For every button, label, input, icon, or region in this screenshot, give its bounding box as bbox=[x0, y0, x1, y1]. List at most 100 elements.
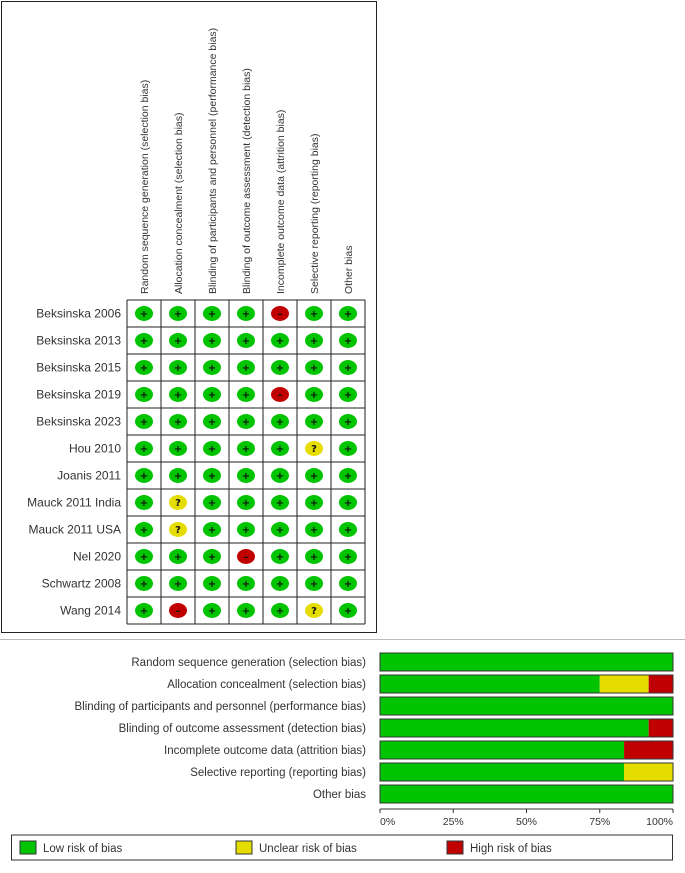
judgement-symbol: + bbox=[140, 606, 148, 617]
judgement-symbol: + bbox=[344, 309, 352, 320]
judgement-marker bbox=[305, 522, 323, 537]
judgement-marker bbox=[339, 603, 357, 618]
judgement-symbol: + bbox=[242, 390, 250, 401]
judgement-symbol: + bbox=[174, 390, 182, 401]
judgement-marker bbox=[135, 414, 153, 429]
judgement-marker bbox=[135, 333, 153, 348]
judgement-symbol: + bbox=[174, 417, 182, 428]
judgement-marker bbox=[237, 603, 255, 618]
judgement-marker bbox=[305, 603, 323, 618]
study-label: Hou 2010 bbox=[69, 442, 121, 456]
judgement-symbol: ? bbox=[311, 444, 317, 455]
judgement-symbol: + bbox=[276, 363, 284, 374]
judgement-symbol: + bbox=[276, 471, 284, 482]
judgement-symbol: + bbox=[140, 363, 148, 374]
judgement-marker bbox=[169, 468, 187, 483]
judgement-symbol: + bbox=[174, 552, 182, 563]
legend-label: High risk of bias bbox=[470, 843, 552, 855]
judgement-marker bbox=[237, 441, 255, 456]
judgement-marker bbox=[169, 441, 187, 456]
bar-segment bbox=[380, 697, 673, 715]
judgement-symbol: + bbox=[344, 498, 352, 509]
judgement-symbol: ? bbox=[175, 525, 181, 536]
judgement-marker bbox=[271, 522, 289, 537]
bar-category-label: Selective reporting (reporting bias) bbox=[190, 767, 366, 779]
judgement-marker bbox=[339, 306, 357, 321]
bar-category-label: Random sequence generation (selection bi… bbox=[131, 657, 366, 669]
bar-segment bbox=[648, 675, 673, 693]
judgement-marker bbox=[203, 333, 221, 348]
study-label: Nel 2020 bbox=[73, 550, 121, 564]
judgement-symbol: + bbox=[276, 552, 284, 563]
judgement-symbol: + bbox=[242, 525, 250, 536]
judgement-marker bbox=[203, 576, 221, 591]
domain-label: Incomplete outcome data (attrition bias) bbox=[275, 110, 287, 294]
judgement-symbol: + bbox=[310, 525, 318, 536]
study-label: Wang 2014 bbox=[60, 604, 121, 618]
judgement-symbol: + bbox=[344, 471, 352, 482]
judgement-marker bbox=[271, 576, 289, 591]
judgement-symbol: + bbox=[276, 525, 284, 536]
judgement-symbol: ? bbox=[175, 498, 181, 509]
judgement-marker bbox=[237, 360, 255, 375]
judgement-marker bbox=[169, 306, 187, 321]
judgement-marker bbox=[169, 522, 187, 537]
bar-outline bbox=[379, 674, 674, 694]
judgement-symbol: + bbox=[208, 309, 216, 320]
study-label: Beksinska 2015 bbox=[36, 361, 121, 375]
legend-box bbox=[11, 834, 673, 861]
domain-label: Other bias bbox=[343, 246, 355, 294]
bar-segment bbox=[624, 763, 673, 781]
judgement-marker bbox=[305, 576, 323, 591]
judgement-symbol: + bbox=[140, 444, 148, 455]
x-tick-label: 50% bbox=[516, 816, 537, 828]
judgement-symbol: + bbox=[208, 390, 216, 401]
judgement-marker bbox=[339, 441, 357, 456]
legend-swatch bbox=[446, 840, 464, 855]
judgement-symbol: – bbox=[244, 552, 249, 563]
legend-label: Low risk of bias bbox=[43, 843, 123, 855]
bar-segment bbox=[380, 719, 649, 737]
judgement-symbol: + bbox=[276, 606, 284, 617]
judgement-symbol: + bbox=[344, 552, 352, 563]
judgement-symbol: + bbox=[276, 444, 284, 455]
judgement-marker bbox=[237, 333, 255, 348]
judgement-symbol: + bbox=[208, 606, 216, 617]
judgement-marker bbox=[203, 441, 221, 456]
judgement-marker bbox=[169, 495, 187, 510]
judgement-symbol: + bbox=[310, 417, 318, 428]
judgement-symbol: – bbox=[278, 309, 283, 320]
bar-segment bbox=[380, 675, 600, 693]
x-tick-label: 75% bbox=[589, 816, 610, 828]
judgement-marker bbox=[305, 306, 323, 321]
judgement-marker bbox=[237, 468, 255, 483]
domain-label: Allocation concealment (selection bias) bbox=[173, 112, 185, 294]
bar-outline bbox=[379, 718, 674, 738]
judgement-symbol: – bbox=[176, 606, 181, 617]
judgement-marker bbox=[135, 603, 153, 618]
risk-of-bias-graph: Random sequence generation (selection bi… bbox=[11, 652, 674, 861]
judgement-symbol: + bbox=[310, 363, 318, 374]
judgement-symbol: + bbox=[242, 498, 250, 509]
judgement-symbol: + bbox=[344, 417, 352, 428]
judgement-marker bbox=[305, 549, 323, 564]
judgement-marker bbox=[135, 522, 153, 537]
judgement-marker bbox=[169, 333, 187, 348]
study-label: Beksinska 2023 bbox=[36, 415, 121, 429]
judgement-marker bbox=[237, 522, 255, 537]
judgement-marker bbox=[169, 387, 187, 402]
judgement-marker bbox=[237, 387, 255, 402]
judgement-symbol: + bbox=[344, 336, 352, 347]
domain-label: Selective reporting (reporting bias) bbox=[309, 134, 321, 295]
judgement-symbol: + bbox=[242, 471, 250, 482]
judgement-marker bbox=[305, 468, 323, 483]
judgement-marker bbox=[305, 333, 323, 348]
legend-swatch bbox=[235, 840, 253, 855]
judgement-marker bbox=[237, 495, 255, 510]
domain-label: Random sequence generation (selection bi… bbox=[139, 80, 151, 294]
judgement-marker bbox=[203, 360, 221, 375]
judgement-marker bbox=[271, 495, 289, 510]
judgement-marker bbox=[339, 549, 357, 564]
judgement-symbol: + bbox=[344, 606, 352, 617]
summary-frame bbox=[1, 1, 377, 633]
